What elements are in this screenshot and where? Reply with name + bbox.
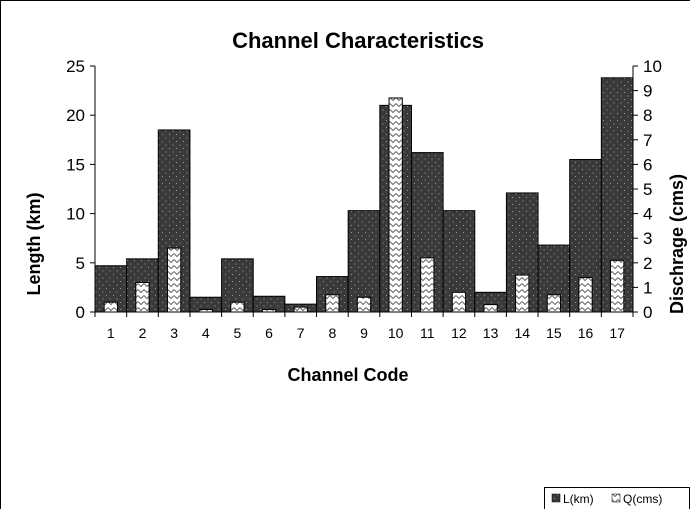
- bar-qcms-15: [546, 294, 562, 313]
- x-tick-label-6: 6: [265, 325, 273, 341]
- y2-tick-label-0: 0: [643, 303, 652, 322]
- y2-tick-label-1: 1: [643, 278, 652, 297]
- legend-swatch-qcms: [611, 493, 621, 503]
- bar-qcms-12: [451, 291, 467, 313]
- x-tick-label-5: 5: [234, 325, 242, 341]
- legend-label-lkm: L(km): [563, 492, 594, 506]
- x-tick-label-12: 12: [451, 325, 467, 341]
- bar-qcms-14: [515, 274, 530, 313]
- y2-tick-label-5: 5: [643, 180, 652, 199]
- x-tick-label-16: 16: [578, 325, 594, 341]
- bar-qcms-16: [578, 277, 593, 313]
- x-tick-label-2: 2: [139, 325, 147, 341]
- chart-title: Channel Characteristics: [232, 28, 484, 53]
- y2-tick-label-4: 4: [643, 205, 652, 224]
- x-tick-label-10: 10: [388, 325, 404, 341]
- x-tick-label-17: 17: [609, 325, 625, 341]
- x-tick-label-4: 4: [202, 325, 210, 341]
- legend-swatch-lkm: [551, 493, 561, 503]
- legend-label-qcms: Q(cms): [623, 492, 662, 506]
- bar-qcms-11: [420, 257, 435, 313]
- x-tick-label-15: 15: [546, 325, 562, 341]
- y-tick-label-15: 15: [66, 155, 85, 174]
- legend: L(km) Q(cms): [544, 487, 690, 509]
- x-tick-label-8: 8: [328, 325, 336, 341]
- y-tick-label-10: 10: [66, 205, 85, 224]
- x-tick-label-1: 1: [107, 325, 115, 341]
- x-tick-label-7: 7: [297, 325, 305, 341]
- y-tick-label-5: 5: [76, 254, 85, 273]
- bar-qcms-2: [135, 281, 150, 313]
- bar-qcms-5: [230, 301, 245, 313]
- x-tick-label-14: 14: [514, 325, 530, 341]
- bar-qcms-13: [483, 304, 498, 313]
- y2-tick-label-3: 3: [643, 229, 652, 248]
- bar-qcms-7: [293, 306, 308, 313]
- bar-qcms-17: [610, 259, 625, 313]
- y2-tick-label-7: 7: [643, 131, 652, 150]
- y2-tick-label-2: 2: [643, 254, 652, 273]
- y-tick-label-20: 20: [66, 106, 85, 125]
- bar-qcms-9: [356, 296, 372, 313]
- x-tick-label-9: 9: [360, 325, 368, 341]
- y-tick-label-25: 25: [66, 57, 85, 76]
- y-tick-label-0: 0: [76, 303, 85, 322]
- x-tick-label-13: 13: [483, 325, 499, 341]
- bar-qcms-10: [388, 97, 403, 313]
- x-tick-label-3: 3: [170, 325, 178, 341]
- x-tick-label-11: 11: [420, 325, 435, 341]
- bar-qcms-3: [166, 247, 182, 313]
- bar-qcms-8: [325, 294, 340, 313]
- y2-tick-label-6: 6: [643, 155, 652, 174]
- y2-axis-title: Dischrage (cms): [667, 174, 687, 314]
- y2-tick-label-9: 9: [643, 82, 652, 101]
- y2-tick-label-10: 10: [643, 57, 662, 76]
- x-axis-title: Channel Code: [287, 365, 408, 385]
- y2-tick-label-8: 8: [643, 106, 652, 125]
- y-axis-title: Length (km): [24, 193, 44, 296]
- bar-qcms-1: [103, 301, 118, 313]
